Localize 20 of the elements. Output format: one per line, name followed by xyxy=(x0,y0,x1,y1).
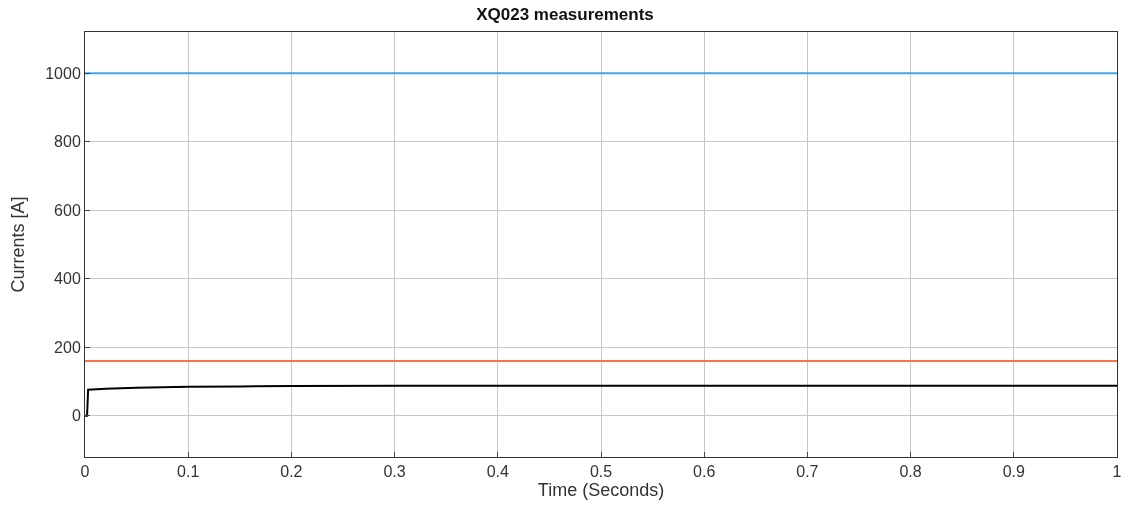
x-tick-label: 0.5 xyxy=(589,463,613,481)
chart-title: XQ023 measurements xyxy=(476,4,654,24)
y-tick-label: 0 xyxy=(71,407,81,425)
x-tick-label: 0.8 xyxy=(899,463,922,481)
x-tick-label: 1 xyxy=(1112,463,1122,481)
x-tick-label: 0.7 xyxy=(796,463,819,481)
x-tick-label: 0.2 xyxy=(280,463,303,481)
y-tick-label: 400 xyxy=(54,270,81,288)
x-tick-label: 0.1 xyxy=(177,463,200,481)
y-tick-label: 800 xyxy=(54,133,81,151)
x-tick-label: 0.6 xyxy=(693,463,716,481)
x-tick-label: 0.9 xyxy=(1002,463,1026,481)
y-tick-label: 1000 xyxy=(45,64,81,82)
line-series xyxy=(85,384,1117,417)
x-axis-title: Time (Seconds) xyxy=(537,480,665,501)
y-tick-label: 600 xyxy=(54,201,81,219)
y-tick-label: 200 xyxy=(54,338,81,356)
x-tick-label: 0.4 xyxy=(486,463,510,481)
y-axis-title: Currents [A] xyxy=(8,196,29,293)
x-tick-label: 0.3 xyxy=(383,463,406,481)
